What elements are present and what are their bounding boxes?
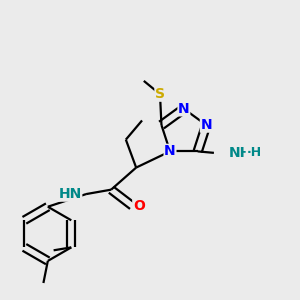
Text: N: N [200, 118, 212, 132]
Text: O: O [133, 199, 145, 213]
Text: HN: HN [58, 187, 82, 201]
Text: NH: NH [229, 146, 252, 160]
Text: N: N [178, 102, 190, 116]
Text: ·H: ·H [246, 146, 261, 159]
Text: N: N [164, 144, 176, 158]
Text: S: S [155, 87, 165, 101]
